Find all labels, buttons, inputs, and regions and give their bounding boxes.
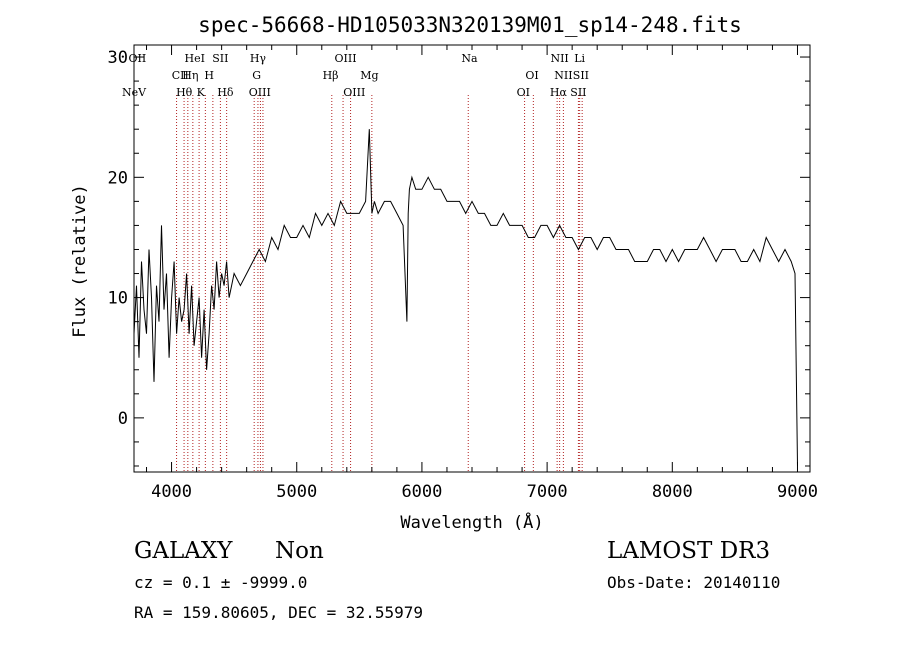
survey-name: LAMOST DR3 xyxy=(607,538,771,564)
obs-date: Obs-Date: 20140110 xyxy=(607,573,781,592)
object-class: GALAXY xyxy=(134,538,233,564)
spectral-line-label: SII xyxy=(573,69,589,82)
spectral-line-label: Hβ xyxy=(323,69,339,82)
redshift-readout: cz = 0.1 ± -9999.0 xyxy=(134,573,308,592)
spectral-line-label: NeV xyxy=(122,86,147,99)
line-label-group: NeV OII CII Hθ Hη HeI KH SII Hδ Hγ G OIII OIII Hβ OIII… xyxy=(122,52,589,99)
spectral-line-label: Mg xyxy=(360,69,378,82)
spectral-line-label: K xyxy=(197,86,206,99)
spectral-line-label: Li xyxy=(574,52,585,65)
spectral-line-label: OIII xyxy=(343,86,365,99)
spectral-line-label: Hθ xyxy=(176,86,193,99)
spectral-line-label: SII xyxy=(570,86,586,99)
x-tick-label: 8000 xyxy=(652,482,693,502)
spectral-line-label: G xyxy=(252,69,261,82)
spectral-line-label: Hδ xyxy=(217,86,234,99)
spectral-line-label: OI xyxy=(517,86,530,99)
spectral-line-label: OIII xyxy=(335,52,357,65)
y-axis-label: Flux (relative) xyxy=(70,184,90,338)
y-tick-label: 20 xyxy=(108,168,128,188)
spectral-line-label: Hη xyxy=(182,69,198,82)
y-tick-label: 10 xyxy=(108,289,128,309)
y-tick-label: 0 xyxy=(118,409,128,429)
spectral-line-label: CII xyxy=(172,69,189,82)
spectral-line-label: HeI xyxy=(184,52,204,65)
spectral-line-label: H xyxy=(204,69,214,82)
y-axis: 0 10 20 30 xyxy=(108,48,810,467)
spectrum-series-line xyxy=(133,129,798,467)
x-axis: 4000 5000 6000 7000 8000 9000 xyxy=(146,45,818,502)
x-tick-label: 5000 xyxy=(276,482,317,502)
spectrum-chart: spec-56668-HD105033N320139M01_sp14-248.f… xyxy=(70,13,818,533)
plot-frame xyxy=(133,44,811,473)
coordinates: RA = 159.80605, DEC = 32.55979 xyxy=(134,603,423,622)
y-tick-label: 30 xyxy=(108,48,128,68)
spectral-line-label: NII xyxy=(550,52,568,65)
x-tick-label: 9000 xyxy=(777,482,818,502)
spectral-line-label: NII xyxy=(554,69,572,82)
x-tick-label: 7000 xyxy=(527,482,568,502)
x-axis-label: Wavelength (Å) xyxy=(400,511,543,533)
object-subclass: Non xyxy=(275,538,324,564)
chart-title: spec-56668-HD105033N320139M01_sp14-248.f… xyxy=(198,13,742,37)
spectral-line-label: OII xyxy=(129,52,147,65)
spectral-line-label: Hα xyxy=(550,86,568,99)
spectral-line-label: Na xyxy=(461,52,478,65)
x-tick-label: 4000 xyxy=(151,482,192,502)
spectral-line-label: SII xyxy=(212,52,228,65)
line-marker-group xyxy=(176,95,583,472)
spectral-line-label: OI xyxy=(525,69,538,82)
x-tick-label: 6000 xyxy=(401,482,442,502)
spectral-line-label: OIII xyxy=(249,86,271,99)
spectral-line-label: Hγ xyxy=(250,52,267,65)
